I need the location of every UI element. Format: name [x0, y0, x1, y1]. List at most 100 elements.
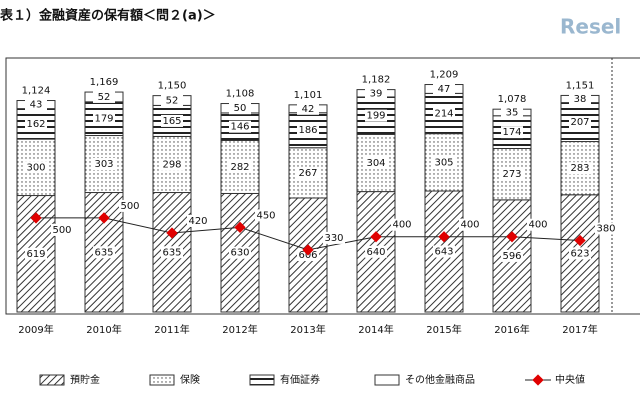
legend-label: 預貯金 — [70, 373, 100, 386]
legend-swatch — [374, 374, 400, 386]
label-bg — [595, 222, 617, 235]
segment-label: 39 — [370, 88, 383, 99]
legend-label: 中央値 — [555, 373, 585, 386]
segment-label: 50 — [234, 103, 247, 114]
label-bg — [25, 247, 47, 260]
median-marker — [302, 244, 314, 256]
segment-label: 283 — [570, 163, 589, 174]
segment-label: 207 — [570, 117, 589, 128]
median-label: 400 — [460, 220, 479, 231]
segment-label: 186 — [298, 125, 317, 136]
label-bg — [501, 126, 523, 139]
median-label: 420 — [188, 216, 207, 227]
x-tick-label: 2009年 — [18, 323, 53, 336]
segment-label: 635 — [94, 247, 113, 258]
label-bg — [433, 107, 455, 120]
segment-label: 635 — [162, 247, 181, 258]
legend-label: 有価証券 — [280, 373, 320, 386]
x-tick-label: 2014年 — [358, 323, 393, 336]
label-bg — [569, 162, 591, 175]
label-bg — [365, 245, 387, 258]
label-bg — [365, 156, 387, 169]
label-bg — [119, 199, 141, 212]
x-tick-label: 2011年 — [154, 323, 189, 336]
label-bg — [297, 166, 319, 179]
segment-label: 298 — [162, 159, 181, 170]
label-bg — [501, 106, 523, 119]
segment-label: 619 — [26, 249, 45, 260]
label-bg — [433, 82, 455, 95]
median-label: 500 — [120, 201, 139, 212]
total-label: 1,124 — [22, 86, 51, 97]
label-bg — [187, 214, 209, 227]
segment-label: 640 — [366, 247, 385, 258]
label-bg — [229, 246, 251, 259]
segment-label: 165 — [162, 116, 181, 127]
legend-swatch — [149, 374, 175, 386]
segment-label: 38 — [574, 94, 587, 105]
label-bg — [569, 93, 591, 106]
label-bg — [229, 102, 251, 115]
total-label: 1,209 — [430, 70, 459, 81]
label-bg — [25, 98, 47, 111]
median-label: 380 — [596, 224, 615, 235]
segment-label: 52 — [98, 92, 111, 103]
label-bg — [459, 218, 481, 231]
total-label: 1,108 — [226, 89, 255, 100]
median-marker — [574, 234, 586, 247]
segment-label: 303 — [94, 159, 113, 170]
label-bg — [323, 231, 345, 244]
legend-label: その他金融商品 — [405, 373, 475, 386]
x-tick-label: 2012年 — [222, 323, 257, 336]
median-marker — [370, 231, 382, 243]
segment-label: 43 — [30, 100, 43, 111]
label-bg — [93, 90, 115, 103]
legend-swatch — [249, 374, 275, 386]
label-bg — [501, 168, 523, 181]
watermark: Resel — [560, 15, 621, 39]
median-marker — [234, 221, 246, 233]
median-label: 500 — [52, 225, 71, 236]
label-bg — [527, 218, 549, 231]
label-bg — [25, 117, 47, 130]
segment-label: 214 — [434, 109, 453, 120]
label-bg — [161, 246, 183, 259]
total-label: 1,151 — [566, 80, 595, 91]
label-bg — [365, 109, 387, 122]
label-bg — [161, 114, 183, 127]
x-tick-label: 2010年 — [86, 323, 121, 336]
median-label: 450 — [256, 210, 275, 221]
segment-label: 273 — [502, 169, 521, 180]
x-tick-label: 2017年 — [562, 323, 597, 336]
label-bg — [433, 245, 455, 258]
segment-label: 52 — [166, 96, 179, 107]
median-label: 400 — [528, 220, 547, 231]
segment-label: 146 — [230, 122, 249, 133]
total-label: 1,101 — [294, 90, 323, 101]
label-bg — [297, 124, 319, 137]
total-label: 1,150 — [158, 81, 187, 92]
segment-label: 623 — [570, 248, 589, 259]
label-bg — [93, 112, 115, 125]
label-bg — [161, 158, 183, 171]
segment-label: 630 — [230, 248, 249, 259]
label-bg — [25, 161, 47, 174]
segment-label: 42 — [302, 104, 315, 115]
label-bg — [93, 158, 115, 171]
legend-marker — [532, 374, 544, 386]
segment-label: 596 — [502, 251, 521, 262]
segment-label: 305 — [434, 157, 453, 168]
bar-segment — [424, 190, 464, 313]
total-label: 1,078 — [498, 94, 527, 105]
segment-label: 300 — [26, 162, 45, 173]
segment-label: 174 — [502, 127, 521, 138]
median-marker — [438, 231, 450, 243]
x-tick-label: 2013年 — [290, 323, 325, 336]
label-bg — [255, 209, 277, 222]
segment-label: 47 — [438, 84, 451, 95]
label-bg — [161, 94, 183, 107]
label-bg — [93, 246, 115, 259]
label-bg — [569, 116, 591, 129]
median-marker — [166, 227, 178, 239]
median-label: 400 — [392, 220, 411, 231]
